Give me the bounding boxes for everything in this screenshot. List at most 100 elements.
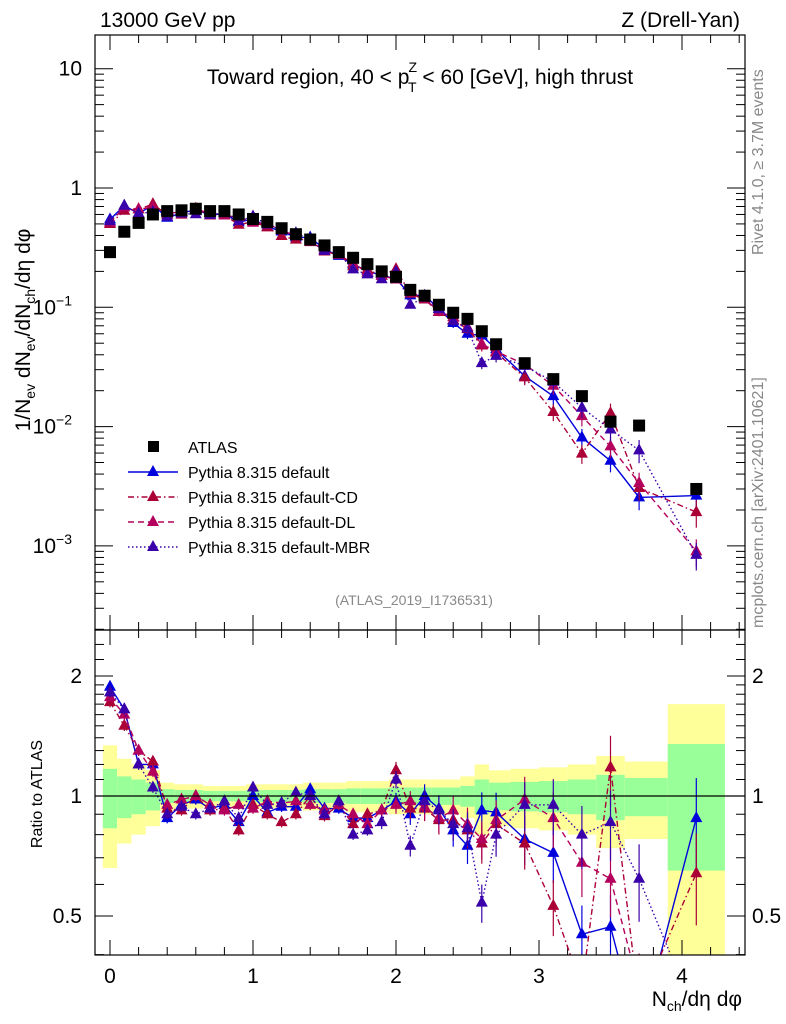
ratio-tick-label-left: 2 <box>70 665 82 688</box>
x-tick-label: 2 <box>390 965 402 988</box>
series-point <box>604 453 617 465</box>
data-point <box>189 202 202 215</box>
inner-band <box>117 776 132 819</box>
ratio-point <box>318 807 331 819</box>
ratio-point <box>304 797 317 809</box>
ratio-point <box>690 811 703 823</box>
ratio-tick-label-right: 2 <box>752 665 764 688</box>
main-panel-marks <box>104 197 703 571</box>
ratio-point <box>475 895 488 907</box>
ratio-point <box>146 780 159 792</box>
legend-marker-atlas <box>148 441 159 452</box>
ratio-point <box>361 823 374 835</box>
ratio-point <box>247 789 259 800</box>
ratio-point <box>118 718 131 730</box>
data-point <box>375 265 388 278</box>
ratio-point <box>132 757 145 769</box>
plot-title: Toward region, 40 < pZ T < 60 [GeV], high… <box>207 59 633 95</box>
ratio-point <box>432 803 445 815</box>
data-point <box>361 258 374 271</box>
ratio-point <box>204 801 217 813</box>
ratio-point <box>104 679 116 691</box>
ratio-point <box>547 845 560 857</box>
series-point <box>690 505 703 517</box>
x-tick-label: 3 <box>533 965 545 988</box>
ratio-point <box>146 764 159 776</box>
ratio-point <box>289 794 302 806</box>
ratio-line-0 <box>659 817 697 955</box>
ratio-tick-label-left: 0.5 <box>53 905 82 928</box>
ratio-point <box>461 821 474 833</box>
ratio-point <box>275 796 288 808</box>
ratio-point <box>347 817 360 829</box>
data-point <box>289 228 302 241</box>
ratio-line-1 <box>660 872 697 955</box>
data-point <box>332 246 345 259</box>
x-tick-label: 4 <box>676 965 688 988</box>
ratio-point <box>690 866 703 878</box>
series-point <box>604 439 617 451</box>
ratio-point <box>490 827 503 839</box>
ratio-point <box>375 803 388 815</box>
y-tick-label: 10 <box>59 58 82 81</box>
y-tick-label: 10−3 <box>33 531 73 558</box>
inner-band <box>131 779 146 815</box>
data-point <box>518 357 531 370</box>
ratio-point <box>475 803 488 815</box>
legend-marker-3 <box>147 540 159 551</box>
ratio-point <box>604 760 617 772</box>
series-point <box>104 214 116 226</box>
ratio-point <box>261 797 274 809</box>
legend-marker-1 <box>147 490 159 501</box>
header-left: 13000 GeV pp <box>100 9 235 32</box>
ratio-point <box>232 811 245 823</box>
data-point <box>261 215 274 228</box>
legend: ATLAS Pythia 8.315 default Pythia 8.315 de… <box>128 440 370 557</box>
series-line-2 <box>109 206 697 552</box>
ratio-point <box>304 782 317 794</box>
series-point <box>604 422 617 434</box>
ratio-point <box>247 780 259 792</box>
ratio-y-axis-label: Ratio to ATLAS <box>29 740 46 848</box>
series-point <box>275 229 288 241</box>
ratio-point <box>518 836 531 848</box>
series-point <box>132 206 145 218</box>
data-point <box>304 233 317 246</box>
data-point <box>218 205 231 218</box>
ratio-point <box>261 807 274 819</box>
ratio-point <box>404 794 417 806</box>
ratio-point <box>633 871 646 883</box>
header-right: Z (Drell-Yan) <box>621 9 740 32</box>
data-point <box>232 208 245 221</box>
legend-label-3: Pythia 8.315 default-MBR <box>188 540 370 557</box>
ratio-point <box>447 803 460 815</box>
data-point <box>461 312 474 325</box>
ratio-point <box>547 898 560 910</box>
ratio-tick-label-left: 1 <box>70 785 82 808</box>
data-point <box>447 306 460 319</box>
ratio-point <box>332 794 345 806</box>
data-point <box>247 212 259 225</box>
ratio-panel-marks <box>104 679 703 955</box>
ratio-point <box>404 838 417 850</box>
series-point <box>604 406 617 418</box>
series-point <box>118 198 131 210</box>
data-point <box>575 390 588 403</box>
side-text-mcplots: mcplots.cern.ch [arXiv:2401.10621] <box>750 377 767 628</box>
series-point <box>690 547 703 559</box>
ratio-point <box>447 817 460 829</box>
data-point <box>633 419 646 432</box>
ratio-point <box>232 823 245 835</box>
data-point <box>275 222 288 235</box>
legend-label-2: Pythia 8.315 default-DL <box>188 515 355 532</box>
legend-marker-0 <box>147 465 159 476</box>
ratio-point <box>161 807 174 819</box>
series-point <box>575 446 588 458</box>
ratio-point <box>161 797 174 809</box>
data-point <box>690 482 703 495</box>
data-point <box>418 289 431 302</box>
series-point <box>347 262 360 274</box>
ratio-point <box>347 807 360 819</box>
ratio-point <box>361 817 374 829</box>
y-tick-label: 10−2 <box>33 412 73 439</box>
